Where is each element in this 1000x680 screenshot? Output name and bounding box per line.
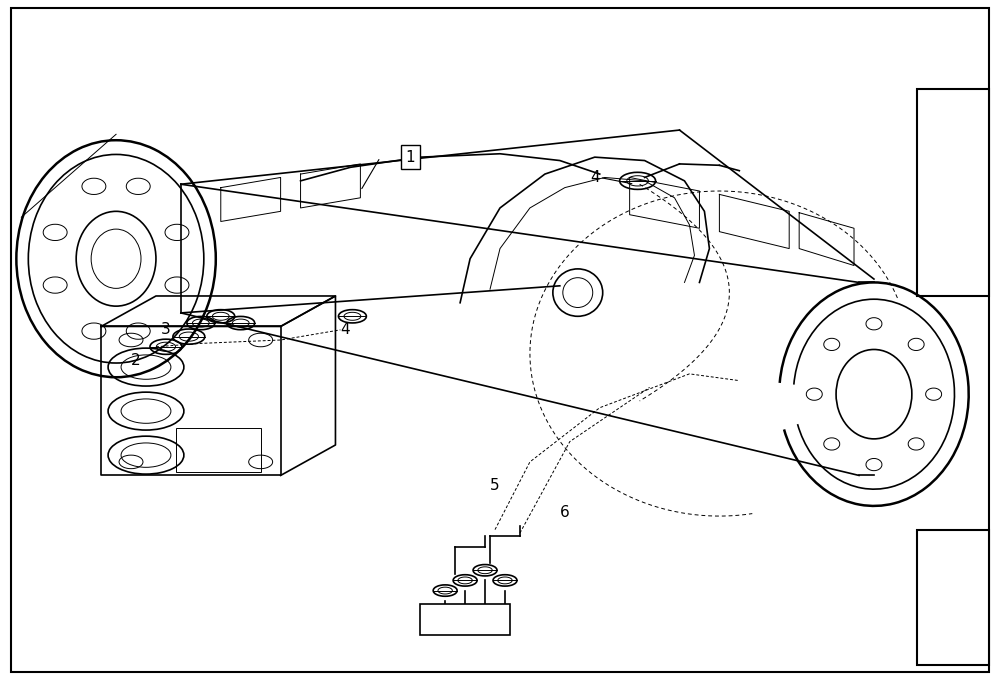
- Text: 4: 4: [341, 322, 350, 337]
- Text: 4: 4: [590, 170, 600, 185]
- Bar: [420, 604, 510, 634]
- Bar: [917, 90, 989, 296]
- Text: 3: 3: [161, 322, 171, 337]
- Bar: [917, 530, 989, 665]
- Text: 2: 2: [131, 353, 141, 368]
- Bar: [176, 428, 261, 472]
- Text: 5: 5: [490, 478, 500, 493]
- Text: 6: 6: [560, 505, 570, 520]
- Text: 1: 1: [405, 150, 415, 165]
